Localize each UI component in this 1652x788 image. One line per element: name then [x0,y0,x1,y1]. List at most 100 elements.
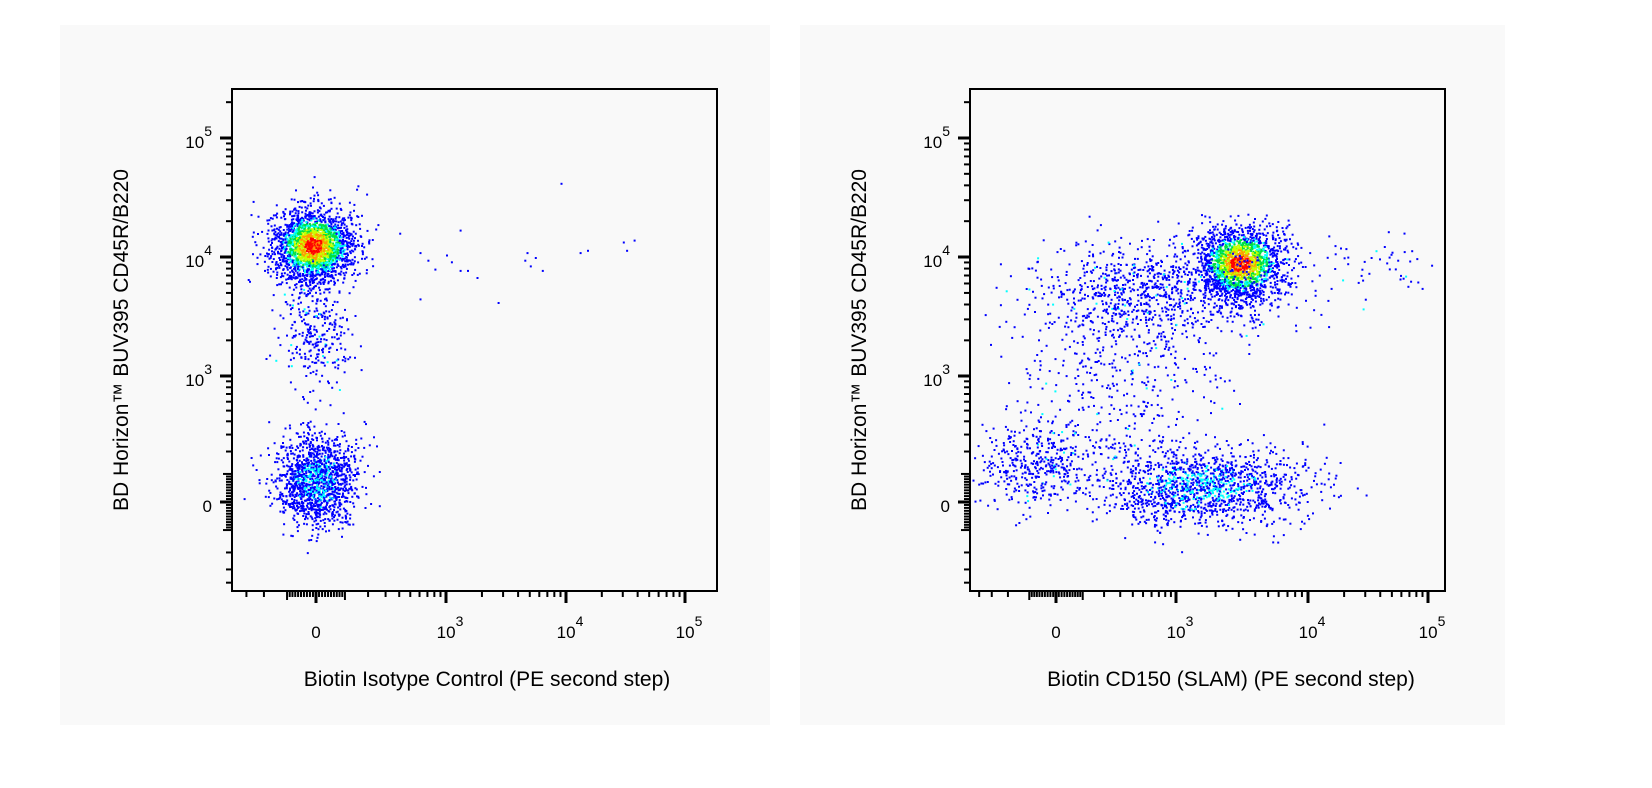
data-point [331,439,334,442]
data-point [292,489,295,491]
data-point [306,490,309,493]
data-point [313,310,316,313]
data-point [305,259,308,261]
data-point [312,438,315,441]
data-point [320,236,323,239]
data-point [312,276,315,279]
data-point [313,486,316,489]
data-point [336,444,339,447]
data-point [337,235,340,238]
data-point [314,342,317,345]
data-point [321,316,324,318]
data-point [336,338,339,341]
data-point [298,455,301,458]
data-point [333,361,336,364]
data-point [303,398,305,401]
data-point [291,261,294,264]
data-point [267,237,270,240]
x-axis-label: Biotin Isotype Control (PE second step) [304,668,671,691]
data-point [314,224,317,227]
data-point [334,273,337,276]
data-point [305,231,308,234]
data-point [291,269,294,272]
data-point [289,234,292,237]
data-point [309,202,312,205]
data-point [294,473,297,476]
data-point [1304,266,1307,268]
data-point [289,276,292,279]
data-point [370,503,373,505]
data-point [338,496,340,498]
data-point [315,315,318,317]
data-point [310,240,313,243]
data-point [310,494,313,497]
data-point [337,489,340,492]
data-point [300,245,303,248]
data-point [305,274,308,277]
data-point [258,479,261,482]
data-point [1276,249,1279,252]
data-point [307,492,310,495]
data-point [321,229,324,232]
data-point [302,219,305,222]
data-point [309,231,312,234]
data-point [314,471,317,473]
data-point [311,240,314,243]
tick-base: 10 [185,133,204,152]
data-point [307,269,310,272]
data-point [299,510,301,513]
data-point [311,265,314,268]
data-point [325,464,327,467]
data-point [283,251,286,254]
data-point [300,251,303,254]
data-point [1207,269,1210,272]
data-point [1207,268,1210,271]
data-point [344,479,347,481]
data-point [304,365,307,368]
data-point [320,244,323,247]
data-point [282,229,285,231]
data-point [359,227,362,230]
data-point [301,334,304,337]
data-point [292,502,294,505]
data-point [293,335,296,338]
data-point [317,259,320,262]
data-point [306,247,309,250]
data-point [315,510,318,513]
data-point [299,450,301,453]
data-point [263,260,266,263]
data-point [325,339,328,342]
data-point [331,455,334,458]
data-point [317,457,320,460]
data-point [340,253,343,256]
data-point [1184,262,1187,265]
data-point [290,505,293,508]
data-point [290,327,293,330]
data-point [333,263,336,266]
data-point [344,308,346,311]
data-point [250,214,253,217]
data-point [304,488,307,491]
data-point [325,503,328,506]
data-point [1251,243,1254,246]
data-point [340,226,342,229]
data-point [297,269,300,272]
data-point [363,420,366,423]
data-point [338,227,341,230]
data-point [315,231,318,234]
data-point [343,226,346,229]
data-point [292,357,295,360]
data-point [309,262,312,265]
data-point [1273,254,1276,257]
data-point [296,475,299,478]
data-point [286,452,289,455]
data-point [295,276,298,279]
data-point [1280,292,1283,295]
data-point [347,328,350,331]
data-point [335,487,338,490]
data-point [304,246,307,249]
data-point [357,495,360,498]
data-point [333,220,336,223]
data-point [308,264,311,267]
